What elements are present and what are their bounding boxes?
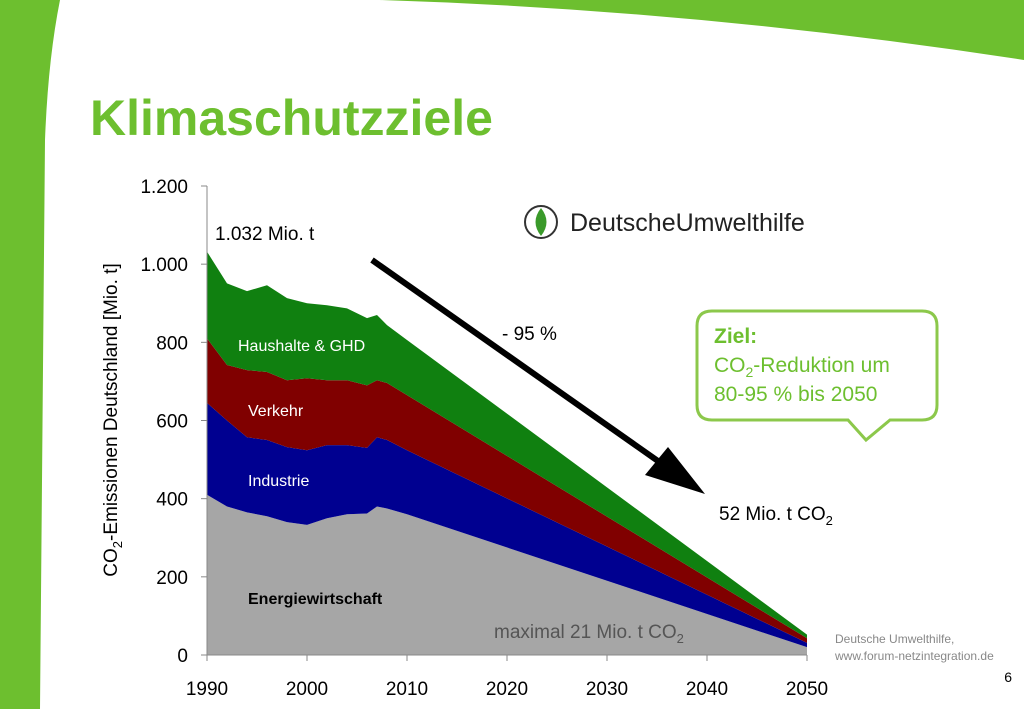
y-tick-label: 400 [156, 490, 188, 511]
left-band [0, 0, 60, 709]
y-tick-label: 0 [177, 646, 188, 667]
y-label-rest: -Emissionen Deutschland [Mio. t] [101, 263, 122, 541]
max-main: maximal 21 Mio. t CO [494, 622, 677, 643]
x-tick-label: 2020 [486, 679, 528, 700]
x-tick-label: 2010 [386, 679, 428, 700]
y-tick-label: 200 [156, 568, 188, 589]
x-tick-label: 2030 [586, 679, 628, 700]
series-label: Verkehr [248, 403, 304, 420]
max-sub: 2 [677, 631, 684, 646]
series-label: Industrie [248, 473, 309, 490]
callout-rest: -Reduktion um [753, 354, 890, 377]
end-main: 52 Mio. t CO [719, 504, 826, 525]
callout-co: CO [714, 354, 746, 377]
callout-box [695, 309, 939, 443]
max-annotation: maximal 21 Mio. t CO2 [494, 622, 684, 646]
y-tick-label: 600 [156, 412, 188, 433]
y-label-sub: 2 [110, 541, 125, 548]
end-sub: 2 [826, 513, 833, 528]
y-axis-label: CO2-Emissionen Deutschland [Mio. t] [101, 263, 125, 576]
callout-head: Ziel: [714, 325, 757, 348]
y-tick-label: 800 [156, 333, 188, 354]
arrow-shaft [370, 257, 677, 476]
start-annotation: 1.032 Mio. t [215, 224, 315, 245]
logo-text: DeutscheUmwelthilfe [570, 209, 805, 237]
area [207, 402, 807, 648]
logo-leaf [535, 208, 547, 236]
y-tick-label: 1.000 [140, 255, 188, 276]
top-band [0, 0, 1024, 60]
source-line: www.forum-netzintegration.de [834, 649, 994, 663]
callout-sub: 2 [746, 364, 754, 380]
plot: Energiewirtschaft Industrie Verkehr Haushal… [140, 177, 828, 700]
area [207, 338, 807, 643]
callout-line2: CO2-Reduktion um [714, 354, 890, 380]
series-label: Energiewirtschaft [248, 591, 383, 608]
x-tick-label: 2000 [286, 679, 328, 700]
callout-line3: 80-95 % bis 2050 [714, 383, 877, 406]
reduction-annotation: - 95 % [502, 324, 557, 345]
arrow-head [645, 447, 705, 494]
y-tick-label: 1.200 [140, 177, 188, 198]
x-tick-label: 2050 [786, 679, 828, 700]
series-label: Haushalte & GHD [238, 338, 365, 355]
slide-title: Klimaschutzziele [90, 90, 493, 146]
x-tick-label: 2040 [686, 679, 728, 700]
logo: DeutscheUmwelthilfe [524, 205, 805, 239]
end-annotation: 52 Mio. t CO2 [719, 504, 833, 528]
source-line: Deutsche Umwelthilfe, [835, 632, 954, 646]
area [207, 494, 807, 655]
logo-globe [524, 205, 558, 239]
y-label-main: CO [101, 548, 122, 577]
page-number: 6 [1004, 669, 1012, 685]
x-tick-label: 1990 [186, 679, 228, 700]
area [207, 251, 807, 639]
